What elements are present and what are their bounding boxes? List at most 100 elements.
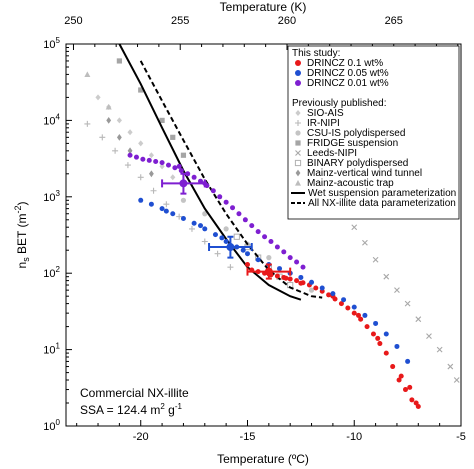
study-point xyxy=(244,261,250,267)
study-point xyxy=(409,397,415,403)
published-point xyxy=(137,174,144,181)
plot-frame xyxy=(65,43,462,427)
study-point xyxy=(153,158,159,164)
published-point xyxy=(188,225,195,232)
published-point xyxy=(148,152,155,159)
published-point xyxy=(163,201,170,208)
y-axis-title-end: ) xyxy=(15,202,29,206)
study-point xyxy=(364,324,370,330)
study-point xyxy=(298,274,304,280)
published-point xyxy=(453,377,460,383)
study-point xyxy=(287,276,293,282)
study-point xyxy=(217,194,223,200)
published-point xyxy=(372,256,379,263)
y-axis-title-rest: BET (m xyxy=(15,214,29,258)
legend-entry: DRINCZ 0.01 wt% xyxy=(307,78,389,89)
study-point xyxy=(170,211,176,217)
study-point xyxy=(345,305,351,311)
annotation-ssa-sup2: -1 xyxy=(175,402,183,411)
legend-marker xyxy=(295,140,301,146)
legend-marker xyxy=(295,70,301,76)
study-point xyxy=(148,201,154,207)
published-point xyxy=(214,250,221,257)
study-point xyxy=(240,247,246,253)
y-tick-label: 101 xyxy=(43,342,60,357)
parameterization-line xyxy=(118,43,302,301)
y-tick-label: 102 xyxy=(43,265,60,280)
published-point xyxy=(127,147,133,155)
published-point xyxy=(404,300,411,307)
study-point xyxy=(236,211,242,217)
published-point xyxy=(95,94,101,101)
published-point xyxy=(149,170,154,178)
x2-axis-title: Temperature (K) xyxy=(220,0,307,14)
x2-tick-label: 265 xyxy=(385,15,403,27)
study-point xyxy=(326,292,332,298)
study-point xyxy=(191,174,197,180)
published-point xyxy=(138,140,144,147)
legend-entry: SIO-AIS xyxy=(307,108,344,119)
published-point xyxy=(116,133,122,141)
study-point xyxy=(198,223,204,229)
published-point xyxy=(351,224,358,231)
study-point xyxy=(341,297,347,303)
study-point xyxy=(398,373,404,379)
x-tick-label: -5 xyxy=(456,431,466,443)
annotation-sample: Commercial NX-illite xyxy=(80,386,189,400)
published-point xyxy=(415,316,422,323)
study-point xyxy=(223,238,229,244)
published-point xyxy=(116,58,122,64)
x-axis-title: Temperature (ºC) xyxy=(217,452,309,466)
legend-marker xyxy=(294,159,302,167)
study-point xyxy=(375,335,381,341)
x2-tick-label: 260 xyxy=(278,15,296,27)
x-tick-label: -15 xyxy=(240,431,256,443)
annotation-ssa-prefix: SSA = 124.4 m xyxy=(80,403,160,417)
study-point xyxy=(176,163,182,169)
y-tick-exponent: 1 xyxy=(56,342,61,351)
x2-axis-ticks: 250 255 260 265 xyxy=(64,15,459,50)
published-point xyxy=(84,71,91,78)
study-point xyxy=(351,304,357,310)
legend-marker xyxy=(295,110,301,116)
study-point xyxy=(277,266,283,272)
y-tick-exponent: 3 xyxy=(56,189,61,198)
study-point xyxy=(396,377,402,383)
legend-entry: DRINCZ 0.1 wt% xyxy=(307,58,383,69)
published-point xyxy=(112,147,119,154)
legend-entry: BINARY polydispersed xyxy=(307,158,408,169)
published-point xyxy=(308,287,315,293)
legend-entry: CSU-IS polydispersed xyxy=(307,128,405,139)
study-point xyxy=(274,244,280,250)
annotation-ssa-mid: g xyxy=(165,403,175,417)
study-point xyxy=(298,280,304,286)
published-point xyxy=(170,134,176,140)
study-point xyxy=(356,312,362,318)
study-point xyxy=(358,316,364,322)
study-point xyxy=(180,215,186,221)
study-point xyxy=(178,168,184,174)
y-tick-base: 10 xyxy=(43,268,55,280)
legend-entry: IR-NIPI xyxy=(307,118,340,129)
study-point xyxy=(165,162,171,168)
study-point xyxy=(370,331,376,337)
x-tick-label: -20 xyxy=(133,431,149,443)
legend-entry: Mainz-acoustic trap xyxy=(307,178,394,189)
study-point xyxy=(212,232,218,238)
study-point xyxy=(138,197,144,203)
legend-marker xyxy=(295,120,301,126)
y-tick-base: 10 xyxy=(43,115,55,127)
error-bar-center xyxy=(179,179,188,188)
study-point xyxy=(394,343,400,349)
study-point xyxy=(172,165,178,171)
x2-tick-label: 250 xyxy=(64,15,82,27)
study-point xyxy=(268,238,274,244)
legend-marker xyxy=(295,60,301,66)
published-point xyxy=(394,287,400,294)
y-tick-label: 104 xyxy=(43,112,60,127)
error-bar-center xyxy=(264,267,273,276)
study-point xyxy=(191,220,197,226)
published-point xyxy=(447,363,454,370)
study-point xyxy=(133,154,139,160)
